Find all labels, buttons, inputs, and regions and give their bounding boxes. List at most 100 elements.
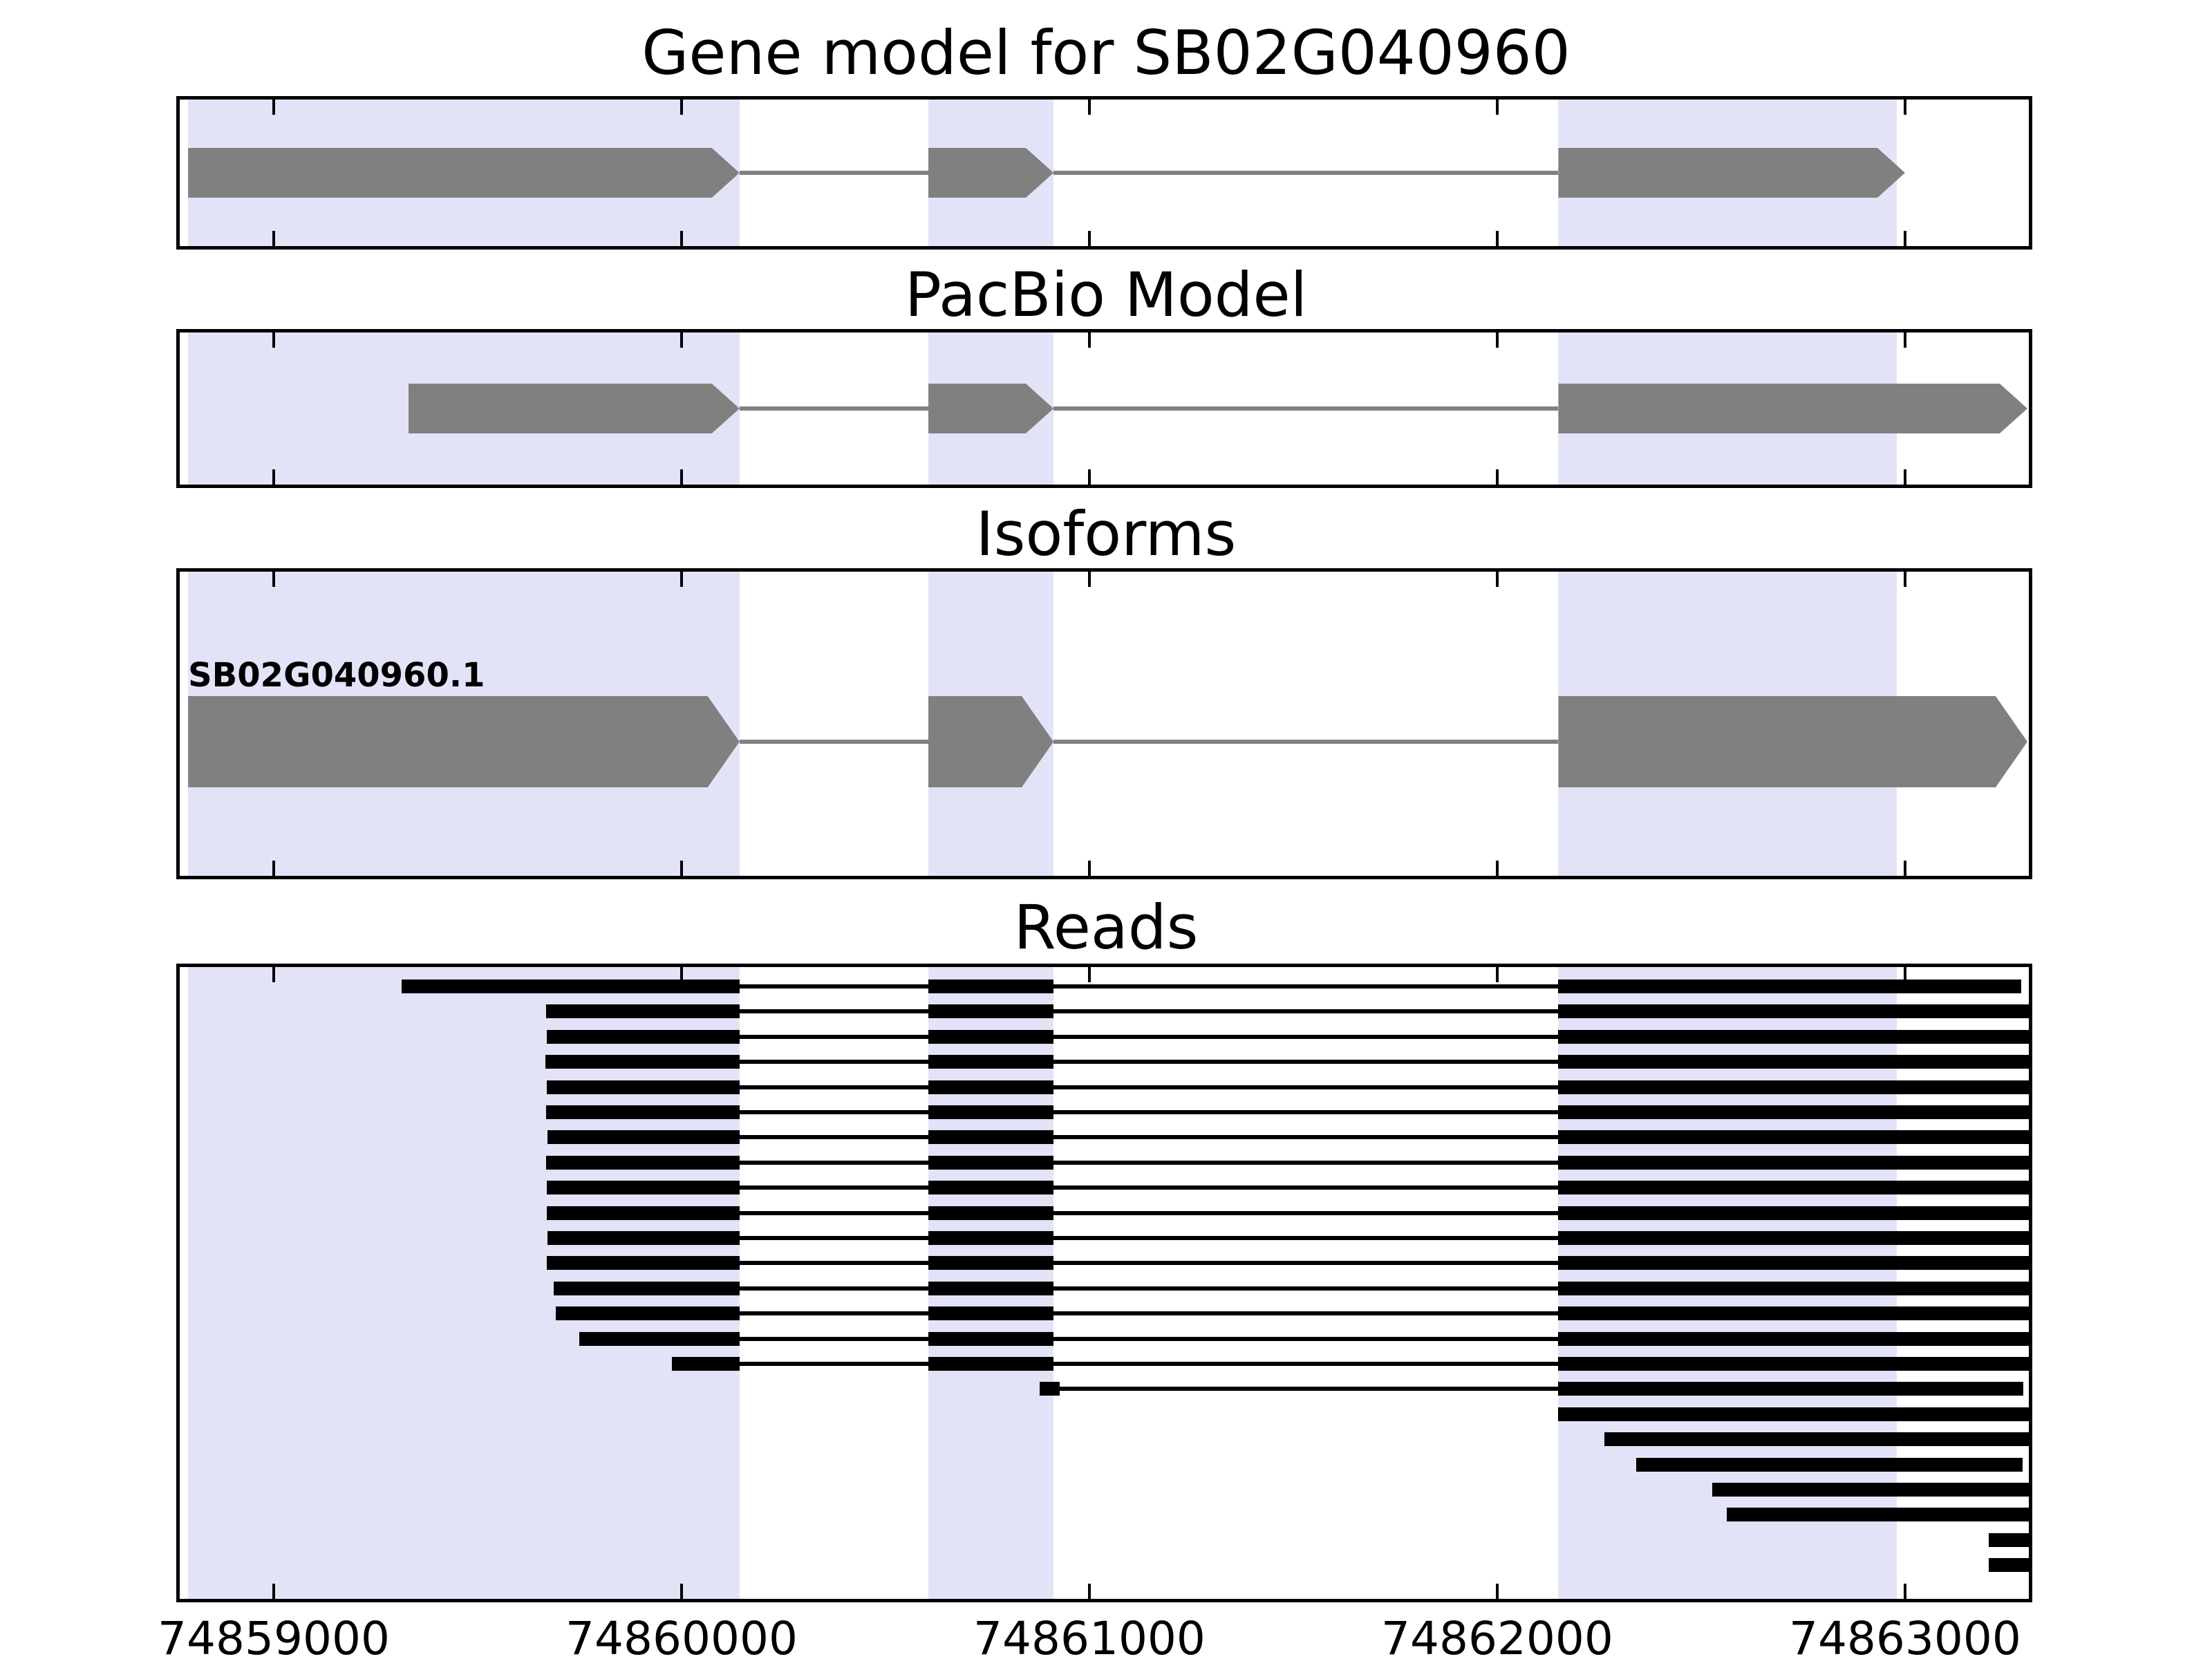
read-block	[928, 1181, 1054, 1195]
read-block	[1558, 1281, 2029, 1295]
read-block	[545, 1155, 740, 1170]
panel-pacbio-model	[176, 329, 2032, 488]
axis-tick-mark	[1495, 332, 1499, 348]
read-intron-line	[739, 1085, 928, 1089]
read-block	[928, 1080, 1054, 1094]
read-intron-line	[739, 1210, 928, 1215]
read-intron-line	[739, 1286, 928, 1291]
x-tick-label: 74863000	[1788, 1612, 2021, 1659]
read-block	[928, 1256, 1054, 1271]
axis-tick-mark	[679, 572, 683, 587]
read-block	[1558, 1256, 2029, 1271]
read-block	[1558, 1105, 2029, 1119]
intron-line	[1053, 171, 1559, 175]
axis-tick-mark	[1087, 1584, 1091, 1599]
axis-tick-mark	[1495, 100, 1499, 115]
read-block	[547, 1080, 740, 1094]
axis-tick-mark	[1903, 967, 1906, 982]
read-block	[546, 1105, 740, 1119]
read-block	[546, 1004, 740, 1019]
read-block	[1558, 1155, 2029, 1170]
read-intron-line	[739, 1009, 928, 1014]
read-block	[1558, 1306, 2029, 1321]
axis-tick-mark	[1495, 469, 1499, 485]
read-block	[928, 1004, 1054, 1019]
read-intron-line	[739, 1236, 928, 1240]
intron-line	[739, 740, 928, 744]
read-intron-line	[1053, 1286, 1559, 1291]
exon-arrow	[1558, 384, 2027, 433]
read-block	[928, 1206, 1054, 1220]
read-block	[546, 1206, 740, 1220]
axis-tick-mark	[1087, 100, 1091, 115]
axis-tick-mark	[679, 1584, 683, 1599]
read-intron-line	[739, 1336, 928, 1341]
read-intron-line	[739, 1311, 928, 1316]
axis-tick-mark	[1087, 861, 1091, 876]
axis-tick-mark	[272, 332, 275, 348]
read-block	[928, 1130, 1054, 1145]
axis-tick-mark	[272, 231, 275, 246]
x-tick-label: 74862000	[1380, 1612, 1613, 1659]
read-intron-line	[739, 1060, 928, 1065]
read-intron-line	[1053, 1110, 1559, 1114]
read-block	[1558, 1004, 2029, 1019]
read-block	[547, 1256, 740, 1271]
read-intron-line	[1053, 1185, 1559, 1190]
read-intron-line	[739, 1110, 928, 1114]
axis-tick-mark	[1087, 332, 1091, 348]
axis-tick-mark	[1903, 332, 1906, 348]
exon-arrow	[188, 148, 740, 198]
axis-tick-mark	[272, 572, 275, 587]
read-block	[1558, 1055, 2029, 1069]
read-block	[928, 1281, 1054, 1295]
axis-tick-mark	[1903, 100, 1906, 115]
read-block	[1558, 1407, 2029, 1421]
read-block	[1558, 1357, 2029, 1371]
read-block	[1558, 1231, 2029, 1245]
read-intron-line	[1060, 1387, 1559, 1391]
panel-title-reads: Reads	[1013, 892, 1199, 963]
axis-tick-mark	[679, 332, 683, 348]
read-block	[928, 1331, 1054, 1346]
read-intron-line	[1053, 1060, 1559, 1065]
read-block	[547, 1130, 740, 1145]
panel-title-isoforms: Isoforms	[975, 498, 1237, 570]
exon-arrow	[1558, 696, 2027, 787]
axis-tick-mark	[679, 967, 683, 982]
exon-arrow	[1558, 148, 1904, 198]
x-tick-label: 74860000	[565, 1612, 798, 1659]
read-intron-line	[1053, 1160, 1559, 1165]
read-block	[1558, 1206, 2029, 1220]
axis-tick-mark	[1087, 572, 1091, 587]
axis-tick-mark	[679, 231, 683, 246]
read-intron-line	[1053, 1085, 1559, 1089]
read-block	[928, 1105, 1054, 1119]
read-block	[928, 1029, 1054, 1044]
read-intron-line	[739, 1362, 928, 1366]
read-intron-line	[1053, 1362, 1559, 1366]
axis-tick-mark	[272, 1584, 275, 1599]
read-block	[1558, 980, 2022, 993]
panel-title-pacbio: PacBio Model	[904, 259, 1308, 330]
axis-tick-mark	[1903, 572, 1906, 587]
read-intron-line	[739, 1034, 928, 1039]
isoform-label: SB02G040960.1	[188, 656, 485, 695]
axis-tick-mark	[1087, 231, 1091, 246]
intron-line	[739, 171, 928, 175]
read-intron-line	[1053, 1336, 1559, 1341]
read-block	[1558, 1029, 2029, 1044]
axis-tick-mark	[1495, 861, 1499, 876]
x-tick-label: 74859000	[158, 1612, 390, 1659]
intron-line	[1053, 406, 1559, 411]
axis-tick-mark	[1495, 572, 1499, 587]
read-intron-line	[1053, 1236, 1559, 1240]
exon-arrow	[188, 696, 740, 787]
read-intron-line	[739, 1160, 928, 1165]
read-intron-line	[1053, 984, 1559, 988]
panel-isoforms: SB02G040960.1	[176, 568, 2032, 879]
intron-line	[1053, 740, 1559, 744]
read-block	[671, 1357, 740, 1371]
read-intron-line	[739, 1261, 928, 1266]
